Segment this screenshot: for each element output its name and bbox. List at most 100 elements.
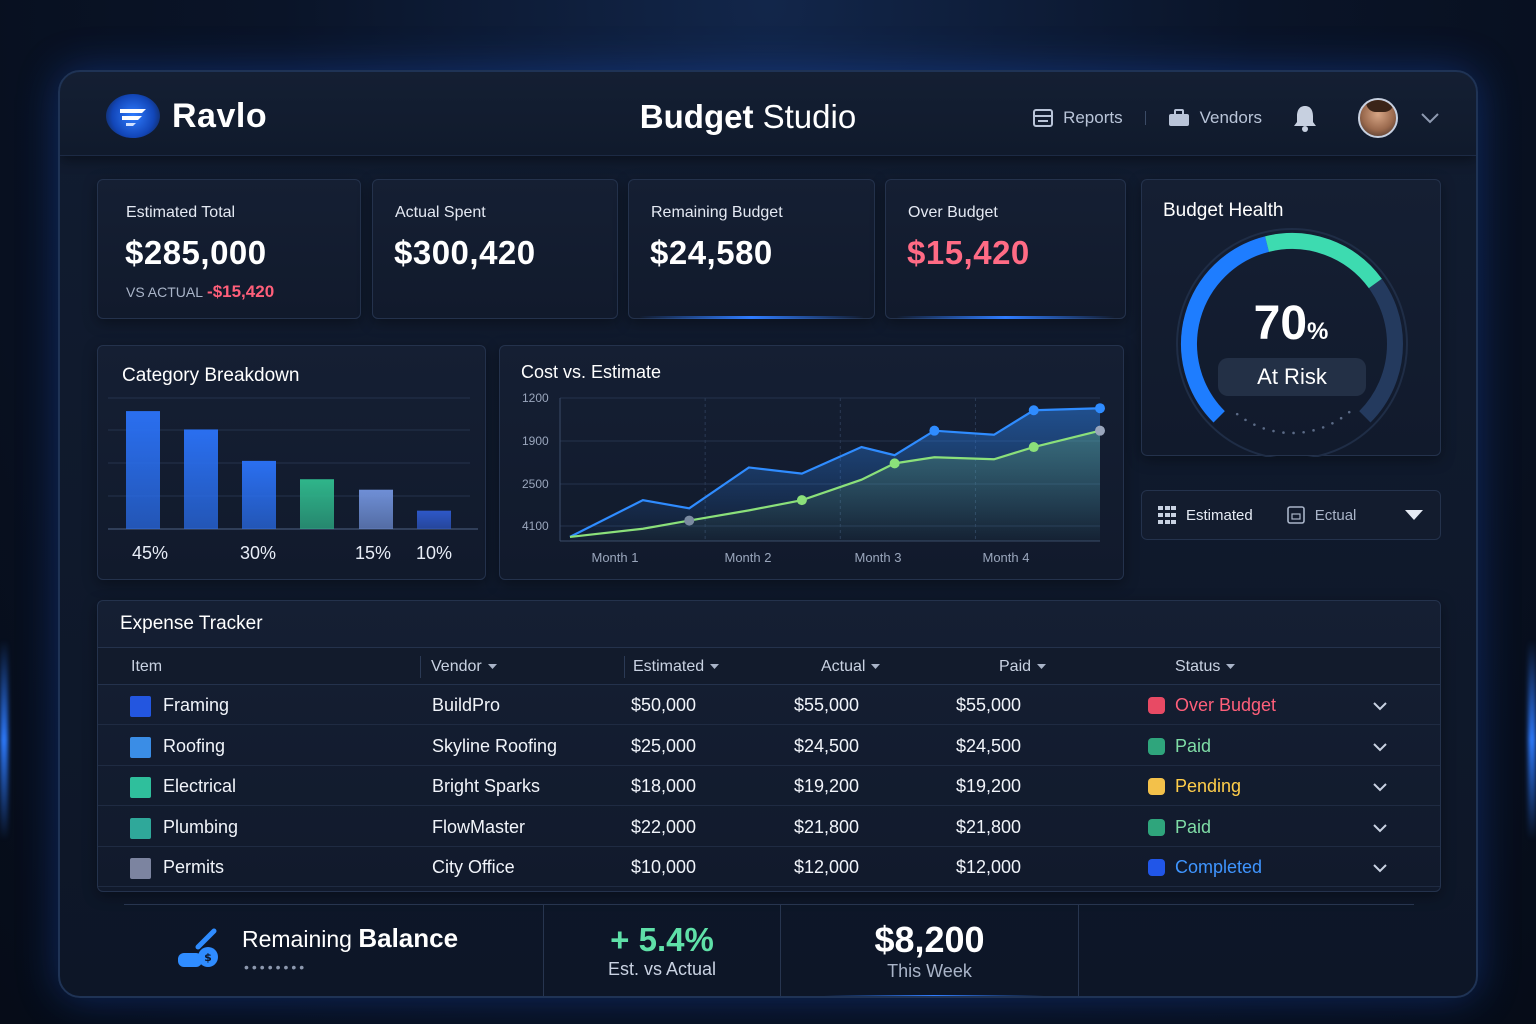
series-line [569, 407, 1101, 538]
column-header-vendor[interactable]: Vendor [431, 658, 497, 676]
table-row[interactable]: Electrical Bright Sparks $18,000 $19,200 $19… [98, 766, 1440, 806]
data-point [684, 515, 695, 526]
budget-health-gauge [1176, 228, 1408, 457]
data-point [889, 458, 900, 469]
footer-divider [780, 905, 781, 996]
gauge-tick [1339, 416, 1343, 420]
column-header-actual[interactable]: Actual [821, 658, 881, 676]
chevron-down-icon[interactable] [1372, 823, 1388, 833]
status-dot [1148, 737, 1165, 755]
data-point [796, 495, 807, 506]
y-tick-label: 2500 [522, 477, 549, 491]
cell-item: Plumbing [163, 816, 239, 837]
table-row[interactable]: Roofing Skyline Roofing $25,000 $24,500 $24,… [98, 726, 1440, 766]
chevron-down-icon[interactable] [1372, 742, 1388, 752]
chevron-down-icon[interactable] [1372, 701, 1388, 711]
status-badge: Completed [1148, 857, 1262, 878]
kpi-comparison-value: -$15,420 [207, 282, 275, 301]
column-label: Vendor [431, 658, 482, 675]
nav-vendors[interactable]: Vendors [1168, 108, 1262, 128]
cell-item: Electrical [163, 776, 237, 796]
brand-name: Ravlo [172, 96, 268, 135]
kpi-value: $300,420 [394, 234, 536, 271]
gauge-tick [1282, 431, 1285, 434]
footer-divider [1078, 905, 1079, 996]
budget-health-card: Budget Health 70% At Risk [1141, 179, 1441, 457]
gauge-percent-sign: % [1307, 318, 1329, 345]
bell-icon[interactable] [1292, 104, 1318, 132]
table-header: Item Vendor Estimated Actual Paid Status [98, 647, 1440, 685]
kpi-over-budget: Over Budget $15,420 [885, 179, 1126, 319]
status-dot [1148, 697, 1165, 714]
category-breakdown-card: Category Breakdown 45% 30% 15% 10% [97, 345, 486, 580]
status-badge: Paid [1148, 817, 1211, 838]
card-glow [896, 316, 1115, 319]
gauge-status-badge: At Risk [1218, 358, 1366, 396]
sort-caret-icon [487, 664, 497, 669]
gauge-percent-value: 70 [1253, 297, 1308, 350]
status-dot [1148, 859, 1165, 876]
tick-label: 45% [132, 543, 168, 563]
bar [184, 429, 218, 529]
status-text: Paid [1175, 735, 1212, 756]
grid-icon [1158, 506, 1176, 524]
summary-footer: $ Remaining Balance •••••••• + 5.4% Est.… [124, 904, 1414, 996]
toggle-actual[interactable]: Ectual [1314, 506, 1357, 524]
chevron-down-icon[interactable] [1372, 782, 1388, 792]
nav-vendors-label: Vendors [1199, 108, 1262, 127]
gauge-tick [1235, 412, 1239, 416]
balance-title: Remaining Balance [242, 923, 458, 954]
sort-caret-icon [710, 664, 720, 669]
caret-down-icon[interactable] [1404, 508, 1424, 522]
brand-logo[interactable]: Ravlo [106, 94, 267, 138]
calendar-icon [1286, 506, 1305, 524]
cell-estimated: $25,000 [631, 735, 697, 756]
user-avatar[interactable] [1358, 98, 1398, 138]
data-point [1095, 425, 1105, 436]
top-bar: Ravlo Budget Studio Reports Vendors [60, 72, 1476, 156]
gauge-tick [1253, 423, 1256, 426]
cell-vendor: Bright Sparks [432, 776, 541, 796]
gauge-outer-ring [1176, 228, 1408, 457]
table-row[interactable]: Framing BuildPro $50,000 $55,000 $55,000 Over… [98, 685, 1440, 725]
x-tick-label: Month 1 [592, 550, 639, 565]
cell-paid: $21,800 [956, 816, 1022, 837]
column-label: Actual [821, 658, 866, 675]
column-header-paid[interactable]: Paid [999, 658, 1047, 676]
tick-label: 10% [416, 543, 452, 563]
balance-label: Remaining [242, 926, 352, 952]
top-nav: Reports Vendors [1033, 98, 1440, 138]
gauge-tick [1321, 426, 1325, 429]
table-row[interactable]: Plumbing FlowMaster $22,000 $21,800 $21,800 P… [98, 807, 1440, 847]
table-row[interactable]: Permits City Office $10,000 $12,000 $12,000 C… [98, 847, 1440, 887]
kpi-label: Estimated Total [126, 204, 236, 221]
column-header-estimated[interactable]: Estimated [633, 658, 720, 676]
week-value: $8,200 [874, 919, 985, 960]
tick-label: 30% [240, 543, 276, 563]
nav-reports[interactable]: Reports [1033, 108, 1123, 128]
cell-actual: $19,200 [794, 776, 860, 796]
data-point [929, 425, 940, 436]
category-swatch [130, 696, 151, 717]
toggle-estimated[interactable]: Estimated [1186, 506, 1253, 524]
cell-estimated: $18,000 [631, 776, 697, 796]
series-area [570, 430, 1100, 541]
cell-vendor: BuildPro [432, 695, 501, 715]
status-text: Over Budget [1175, 695, 1277, 715]
column-header-item[interactable]: Item [131, 658, 162, 676]
column-header-status[interactable]: Status [1175, 658, 1236, 676]
chevron-down-icon[interactable] [1372, 863, 1388, 873]
cell-actual: $55,000 [794, 695, 860, 715]
series-toggle: Estimated Ectual [1141, 490, 1441, 540]
kpi-value: $285,000 [125, 234, 267, 271]
kpi-label: Remaining Budget [651, 204, 783, 221]
gauge-tick [1347, 410, 1351, 414]
cell-vendor: Skyline Roofing [432, 735, 558, 756]
kpi-label: Over Budget [908, 204, 998, 221]
cell-estimated: $22,000 [631, 816, 697, 837]
nav-divider [1144, 111, 1146, 125]
cell-paid: $19,200 [956, 776, 1022, 796]
gauge-tick [1331, 421, 1334, 425]
gauge-fill-accent [1265, 233, 1382, 289]
chevron-down-icon[interactable] [1420, 112, 1440, 124]
